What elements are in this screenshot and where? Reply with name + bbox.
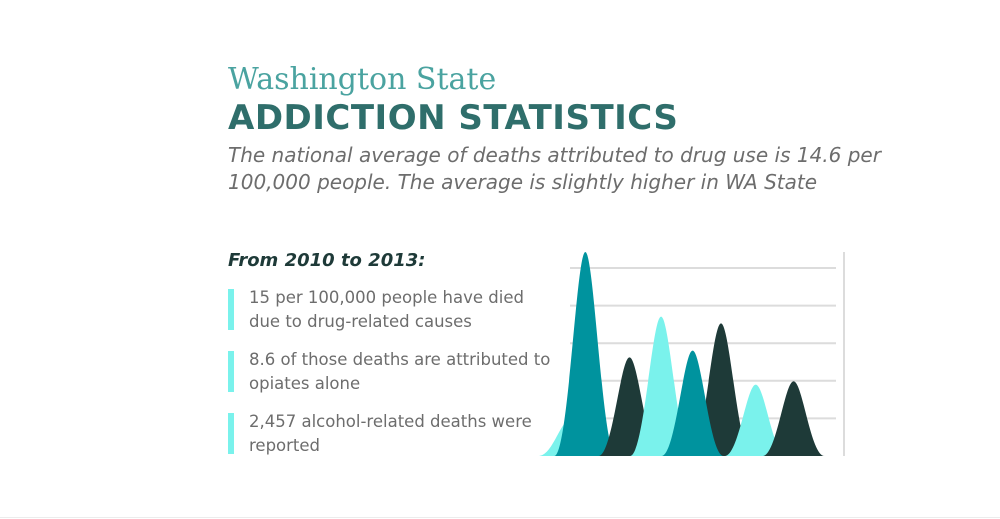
stat-item: 15 per 100,000 people have died due to d… bbox=[228, 286, 558, 334]
page-title: ADDICTION STATISTICS bbox=[228, 98, 679, 138]
chart-peak bbox=[762, 381, 825, 456]
stat-text: 8.6 of those deaths are attributed to op… bbox=[249, 350, 551, 393]
stat-list: 15 per 100,000 people have died due to d… bbox=[228, 286, 558, 472]
period-heading: From 2010 to 2013: bbox=[228, 250, 426, 271]
decorative-peak-chart bbox=[538, 252, 845, 456]
stat-accent-bar bbox=[228, 289, 234, 330]
chart-peak bbox=[661, 350, 724, 456]
stat-item: 8.6 of those deaths are attributed to op… bbox=[228, 348, 558, 396]
stat-accent-bar bbox=[228, 413, 234, 454]
stat-accent-bar bbox=[228, 351, 234, 392]
intro-text: The national average of deaths attribute… bbox=[228, 143, 881, 194]
subtitle: Washington State bbox=[228, 62, 497, 97]
header: Washington State ADDICTION STATISTICS Th… bbox=[228, 62, 928, 196]
footer-divider bbox=[0, 517, 1000, 518]
chart-peak bbox=[554, 252, 617, 456]
stat-text: 15 per 100,000 people have died due to d… bbox=[249, 288, 524, 331]
stat-item: 2,457 alcohol-related deaths were report… bbox=[228, 410, 558, 458]
stat-text: 2,457 alcohol-related deaths were report… bbox=[249, 412, 532, 455]
chart-peak bbox=[724, 384, 787, 456]
